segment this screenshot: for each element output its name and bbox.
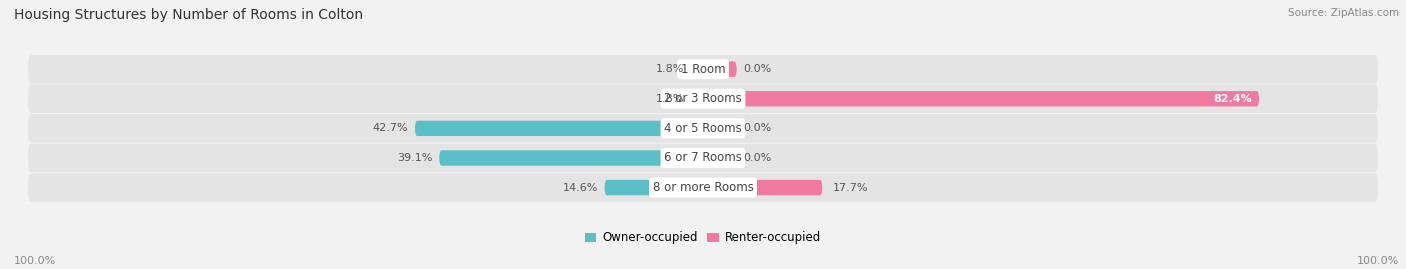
Text: 17.7%: 17.7% <box>832 183 868 193</box>
FancyBboxPatch shape <box>703 180 823 195</box>
FancyBboxPatch shape <box>415 121 703 136</box>
FancyBboxPatch shape <box>439 150 703 166</box>
Text: 0.0%: 0.0% <box>744 64 772 74</box>
Text: 1.8%: 1.8% <box>655 64 685 74</box>
Text: 14.6%: 14.6% <box>562 183 598 193</box>
FancyBboxPatch shape <box>28 84 1378 113</box>
FancyBboxPatch shape <box>28 174 1378 202</box>
FancyBboxPatch shape <box>605 180 703 195</box>
Text: 1 Room: 1 Room <box>681 63 725 76</box>
FancyBboxPatch shape <box>703 61 737 77</box>
Text: 1.8%: 1.8% <box>655 94 685 104</box>
Text: 100.0%: 100.0% <box>14 256 56 266</box>
FancyBboxPatch shape <box>28 144 1378 172</box>
Text: 39.1%: 39.1% <box>396 153 433 163</box>
Text: 2 or 3 Rooms: 2 or 3 Rooms <box>664 92 742 105</box>
FancyBboxPatch shape <box>28 114 1378 143</box>
Text: 82.4%: 82.4% <box>1213 94 1253 104</box>
Text: 100.0%: 100.0% <box>1357 256 1399 266</box>
Text: 42.7%: 42.7% <box>373 123 408 133</box>
Text: 4 or 5 Rooms: 4 or 5 Rooms <box>664 122 742 135</box>
Legend: Owner-occupied, Renter-occupied: Owner-occupied, Renter-occupied <box>579 227 827 249</box>
FancyBboxPatch shape <box>703 150 737 166</box>
Text: Source: ZipAtlas.com: Source: ZipAtlas.com <box>1288 8 1399 18</box>
FancyBboxPatch shape <box>690 61 703 77</box>
Text: 8 or more Rooms: 8 or more Rooms <box>652 181 754 194</box>
FancyBboxPatch shape <box>28 55 1378 83</box>
FancyBboxPatch shape <box>703 121 737 136</box>
FancyBboxPatch shape <box>690 91 703 107</box>
Text: 6 or 7 Rooms: 6 or 7 Rooms <box>664 151 742 165</box>
Text: 0.0%: 0.0% <box>744 153 772 163</box>
Text: Housing Structures by Number of Rooms in Colton: Housing Structures by Number of Rooms in… <box>14 8 363 22</box>
FancyBboxPatch shape <box>703 91 1260 107</box>
Text: 0.0%: 0.0% <box>744 123 772 133</box>
